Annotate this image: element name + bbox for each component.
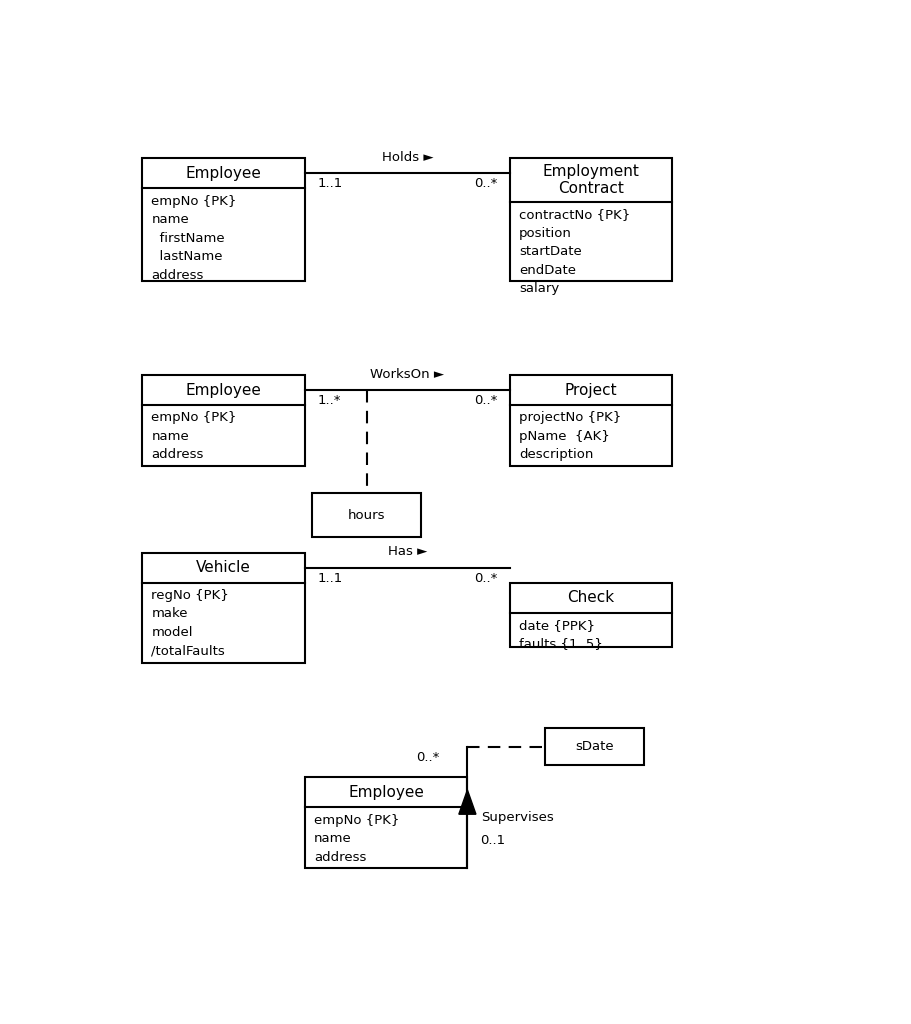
Text: hours: hours xyxy=(348,509,385,521)
Text: Holds ►: Holds ► xyxy=(381,151,433,164)
Text: Check: Check xyxy=(567,590,614,605)
Text: 0..*: 0..* xyxy=(473,177,496,190)
Bar xyxy=(304,777,467,868)
Text: 0..*: 0..* xyxy=(473,394,496,408)
Text: projectNo {PK}
pName  {AK}
description: projectNo {PK} pName {AK} description xyxy=(518,412,620,462)
Polygon shape xyxy=(458,790,476,814)
Text: Employment
Contract: Employment Contract xyxy=(542,164,639,197)
Text: contractNo {PK}
position
startDate
endDate
salary: contractNo {PK} position startDate endDa… xyxy=(518,208,630,295)
Text: regNo {PK}
make
model
/totalFaults: regNo {PK} make model /totalFaults xyxy=(151,589,229,657)
Bar xyxy=(509,159,671,281)
Text: 1..1: 1..1 xyxy=(317,571,343,585)
Text: Employee: Employee xyxy=(186,383,261,397)
Text: WorksOn ►: WorksOn ► xyxy=(370,368,444,381)
Bar xyxy=(312,494,421,537)
Bar xyxy=(509,583,671,647)
Bar xyxy=(142,159,304,281)
Text: 1..1: 1..1 xyxy=(317,177,343,190)
Text: Vehicle: Vehicle xyxy=(196,560,251,575)
Text: Employee: Employee xyxy=(348,784,424,800)
Text: empNo {PK}
name
address: empNo {PK} name address xyxy=(151,412,237,462)
Text: empNo {PK}
name
address: empNo {PK} name address xyxy=(313,814,399,863)
Text: empNo {PK}
name
  firstName
  lastName
address: empNo {PK} name firstName lastName addre… xyxy=(151,195,237,282)
Bar xyxy=(142,553,304,663)
Bar xyxy=(545,728,643,766)
Bar xyxy=(142,375,304,466)
Text: Employee: Employee xyxy=(186,166,261,181)
Bar xyxy=(509,375,671,466)
Text: Has ►: Has ► xyxy=(387,545,426,558)
Text: 0..*: 0..* xyxy=(415,751,439,764)
Text: Supervises: Supervises xyxy=(481,811,554,824)
Text: 0..*: 0..* xyxy=(473,571,496,585)
Text: 1..*: 1..* xyxy=(317,394,341,408)
Text: 0..1: 0..1 xyxy=(479,834,505,847)
Text: Project: Project xyxy=(564,383,617,397)
Text: sDate: sDate xyxy=(575,740,613,753)
Text: date {PPK}
faults {1..5}: date {PPK} faults {1..5} xyxy=(518,618,602,650)
